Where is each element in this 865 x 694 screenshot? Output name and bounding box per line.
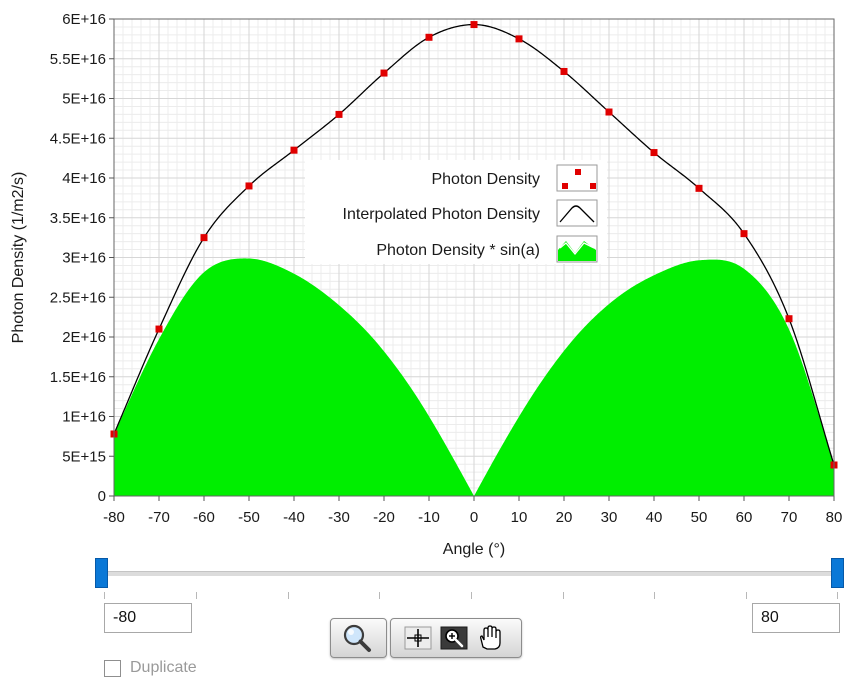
photon-density-chart: -80 -70 -60 -50 -40 -30 -20 -10 0 10 20 30 40 50 60 70 8… <box>10 11 842 558</box>
series-photon-density-sin <box>114 258 834 496</box>
duplicate-label: Duplicate <box>130 659 197 676</box>
x-tick-label: 80 <box>826 509 843 526</box>
duplicate-checkbox[interactable] <box>104 659 121 677</box>
data-point <box>650 149 658 157</box>
x-axis: -80 -70 -60 -50 -40 -30 -20 -10 0 10 20 30 40 50 60 70 8… <box>103 496 842 526</box>
x-tick-label: 70 <box>781 509 798 526</box>
data-point <box>155 325 163 333</box>
legend-line-marker <box>559 205 595 223</box>
x-tick-label: 20 <box>556 509 573 526</box>
range-slider-track[interactable] <box>104 571 838 576</box>
y-tick-label: 5.5E+16 <box>50 51 106 68</box>
x-tick-label: -20 <box>373 509 395 526</box>
zoom-tool-icon[interactable] <box>440 626 468 650</box>
legend-point-marker <box>590 183 596 189</box>
y-tick-label: 1.5E+16 <box>50 369 106 386</box>
y-tick-label: 6E+16 <box>62 11 106 28</box>
x-tick-label: -70 <box>148 509 170 526</box>
legend[interactable]: Photon Density Interpolated Photon Densit… <box>305 160 607 264</box>
x-tick-label: -50 <box>238 509 260 526</box>
legend-point-marker <box>575 169 581 175</box>
x-tick-label: 10 <box>511 509 528 526</box>
graph-palette[interactable] <box>390 618 522 658</box>
data-point <box>560 67 568 75</box>
x-tick-label: -60 <box>193 509 215 526</box>
x-tick-label: 50 <box>691 509 708 526</box>
y-tick-label: 1E+16 <box>62 409 106 426</box>
x-tick-label: 30 <box>601 509 618 526</box>
legend-point-marker <box>562 183 568 189</box>
data-point <box>335 110 343 118</box>
x-axis-title: Angle (°) <box>443 541 505 558</box>
zoom-button[interactable] <box>330 618 387 658</box>
hand-pan-icon[interactable] <box>480 625 501 650</box>
y-tick-label: 4E+16 <box>62 170 106 187</box>
data-point <box>605 108 613 116</box>
data-point <box>515 35 523 43</box>
data-point <box>785 315 793 323</box>
y-tick-label: 0 <box>98 488 106 505</box>
legend-label: Photon Density <box>431 171 540 188</box>
range-slider-min-thumb[interactable] <box>95 558 108 588</box>
y-tick-label: 4.5E+16 <box>50 130 106 147</box>
legend-swatch[interactable] <box>556 199 598 227</box>
y-tick-label: 2E+16 <box>62 329 106 346</box>
x-tick-label: -40 <box>283 509 305 526</box>
range-max-input[interactable] <box>752 603 840 633</box>
range-slider-max-thumb[interactable] <box>831 558 844 588</box>
legend-label: Photon Density * sin(a) <box>376 242 540 259</box>
legend-label: Interpolated Photon Density <box>343 206 540 223</box>
data-point <box>695 184 703 192</box>
x-tick-label: 40 <box>646 509 663 526</box>
x-tick-label: 0 <box>470 509 478 526</box>
x-tick-label: 60 <box>736 509 753 526</box>
y-tick-label: 2.5E+16 <box>50 289 106 306</box>
data-point <box>245 182 253 190</box>
x-tick-label: -10 <box>418 509 440 526</box>
data-point <box>200 234 208 242</box>
range-slider-scale <box>104 592 838 600</box>
y-axis: 0 5E+15 1E+16 1.5E+16 2E+16 2.5E+16 3E+16 3.5E+… <box>50 11 114 505</box>
y-tick-label: 5E+16 <box>62 91 106 108</box>
y-tick-label: 3E+16 <box>62 250 106 267</box>
data-point <box>470 21 478 29</box>
legend-fill-outline <box>559 242 595 256</box>
duplicate-option[interactable]: Duplicate <box>104 657 197 679</box>
data-point <box>290 146 298 154</box>
y-tick-label: 3.5E+16 <box>50 210 106 227</box>
y-tick-label: 5E+15 <box>62 448 106 465</box>
data-point <box>425 33 433 41</box>
data-point <box>380 69 388 77</box>
x-tick-label: -30 <box>328 509 350 526</box>
y-axis-title: Photon Density (1/m2/s) <box>10 172 27 344</box>
x-tick-label: -80 <box>103 509 125 526</box>
range-min-input[interactable] <box>104 603 192 633</box>
magnifier-icon <box>343 624 371 652</box>
crosshair-cursor-icon[interactable] <box>404 626 432 650</box>
data-point <box>740 230 748 238</box>
